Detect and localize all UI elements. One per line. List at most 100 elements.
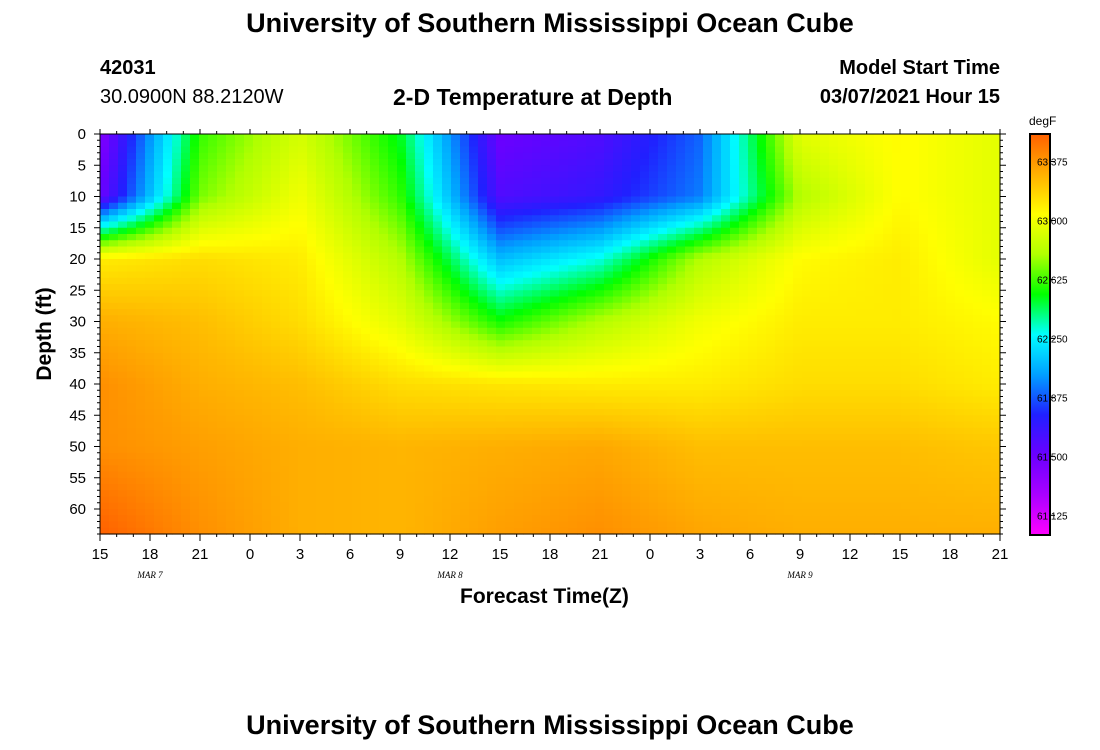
heatmap-cell xyxy=(793,427,803,435)
heatmap-cell xyxy=(406,290,416,298)
heatmap-cell xyxy=(325,196,335,204)
heatmap-cell xyxy=(784,271,794,279)
heatmap-cell xyxy=(568,321,578,329)
heatmap-cell xyxy=(847,440,857,448)
heatmap-cell xyxy=(154,365,164,373)
heatmap-cell xyxy=(937,196,947,204)
heatmap-cell xyxy=(793,159,803,166)
heatmap-cell xyxy=(208,402,218,410)
heatmap-cell xyxy=(487,346,497,354)
heatmap-cell xyxy=(901,371,911,379)
heatmap-cell xyxy=(253,352,263,360)
heatmap-cell xyxy=(667,159,677,166)
heatmap-cell xyxy=(505,440,515,448)
heatmap-cell xyxy=(559,252,569,260)
heatmap-cell xyxy=(901,321,911,329)
heatmap-cell xyxy=(487,159,497,166)
heatmap-cell xyxy=(595,227,605,235)
heatmap-cell xyxy=(136,396,146,404)
heatmap-cell xyxy=(631,421,641,429)
heatmap-cell xyxy=(487,277,497,285)
heatmap-cell xyxy=(613,152,623,160)
heatmap-cell xyxy=(721,327,731,335)
heatmap-cell xyxy=(586,377,596,385)
heatmap-cell xyxy=(973,415,983,423)
heatmap-cell xyxy=(208,265,218,273)
heatmap-cell xyxy=(955,265,965,273)
heatmap-cell xyxy=(748,190,758,198)
heatmap-cell xyxy=(910,177,920,185)
heatmap-cell xyxy=(361,240,371,248)
heatmap-cell xyxy=(604,215,614,223)
heatmap-cell xyxy=(433,252,443,260)
heatmap-cell xyxy=(604,196,614,204)
heatmap-cell xyxy=(946,340,956,348)
heatmap-cell xyxy=(253,396,263,404)
heatmap-cell xyxy=(541,159,551,166)
heatmap-cell xyxy=(604,402,614,410)
heatmap-cell xyxy=(757,240,767,248)
heatmap-cell xyxy=(217,315,227,323)
heatmap-cell xyxy=(649,221,659,229)
heatmap-cell xyxy=(136,309,146,316)
heatmap-cell xyxy=(595,215,605,223)
heatmap-cell xyxy=(379,302,389,310)
heatmap-cell xyxy=(829,190,839,198)
heatmap-cell xyxy=(181,165,191,173)
heatmap-cell xyxy=(793,209,803,216)
heatmap-cell xyxy=(388,202,398,210)
heatmap-cell xyxy=(721,334,731,341)
heatmap-cell xyxy=(622,421,632,429)
heatmap-cell xyxy=(658,140,668,148)
heatmap-cell xyxy=(883,152,893,160)
heatmap-cell xyxy=(145,202,155,210)
heatmap-cell xyxy=(865,171,875,179)
heatmap-cell xyxy=(127,134,137,141)
heatmap-cell xyxy=(802,202,812,210)
heatmap-cell xyxy=(748,396,758,404)
heatmap-cell xyxy=(289,390,299,398)
heatmap-cell xyxy=(100,434,110,441)
heatmap-cell xyxy=(316,134,326,141)
heatmap-cell xyxy=(109,277,119,285)
heatmap-cell xyxy=(901,365,911,373)
heatmap-cell xyxy=(280,302,290,310)
heatmap-cell xyxy=(793,315,803,323)
heatmap-cell xyxy=(586,134,596,141)
heatmap-cell xyxy=(145,327,155,335)
heatmap-cell xyxy=(847,415,857,423)
heatmap-cell xyxy=(433,171,443,179)
heatmap-cell xyxy=(208,277,218,285)
heatmap-cell xyxy=(109,190,119,198)
heatmap-cell xyxy=(397,271,407,279)
heatmap-cell xyxy=(370,159,380,166)
heatmap-cell xyxy=(541,190,551,198)
heatmap-cell xyxy=(937,296,947,304)
heatmap-cell xyxy=(406,134,416,141)
heatmap-cell xyxy=(820,284,830,291)
heatmap-cell xyxy=(937,321,947,329)
heatmap-cell xyxy=(964,409,974,416)
heatmap-cell xyxy=(631,240,641,248)
heatmap-cell xyxy=(874,415,884,423)
heatmap-cell xyxy=(739,202,749,210)
heatmap-cell xyxy=(820,415,830,423)
heatmap-cell xyxy=(910,334,920,341)
heatmap-cell xyxy=(694,390,704,398)
heatmap-cell xyxy=(631,340,641,348)
heatmap-cell xyxy=(514,427,524,435)
heatmap-cell xyxy=(730,140,740,148)
heatmap-cell xyxy=(973,271,983,279)
heatmap-cell xyxy=(208,321,218,329)
heatmap-cell xyxy=(820,296,830,304)
heatmap-cell xyxy=(775,209,785,216)
heatmap-cell xyxy=(496,415,506,423)
heatmap-cell xyxy=(568,340,578,348)
heatmap-cell xyxy=(442,146,452,154)
heatmap-cell xyxy=(550,327,560,335)
heatmap-cell xyxy=(154,334,164,341)
heatmap-cell xyxy=(100,340,110,348)
heatmap-cell xyxy=(415,427,425,435)
heatmap-cell xyxy=(460,427,470,435)
heatmap-cell xyxy=(343,159,353,166)
